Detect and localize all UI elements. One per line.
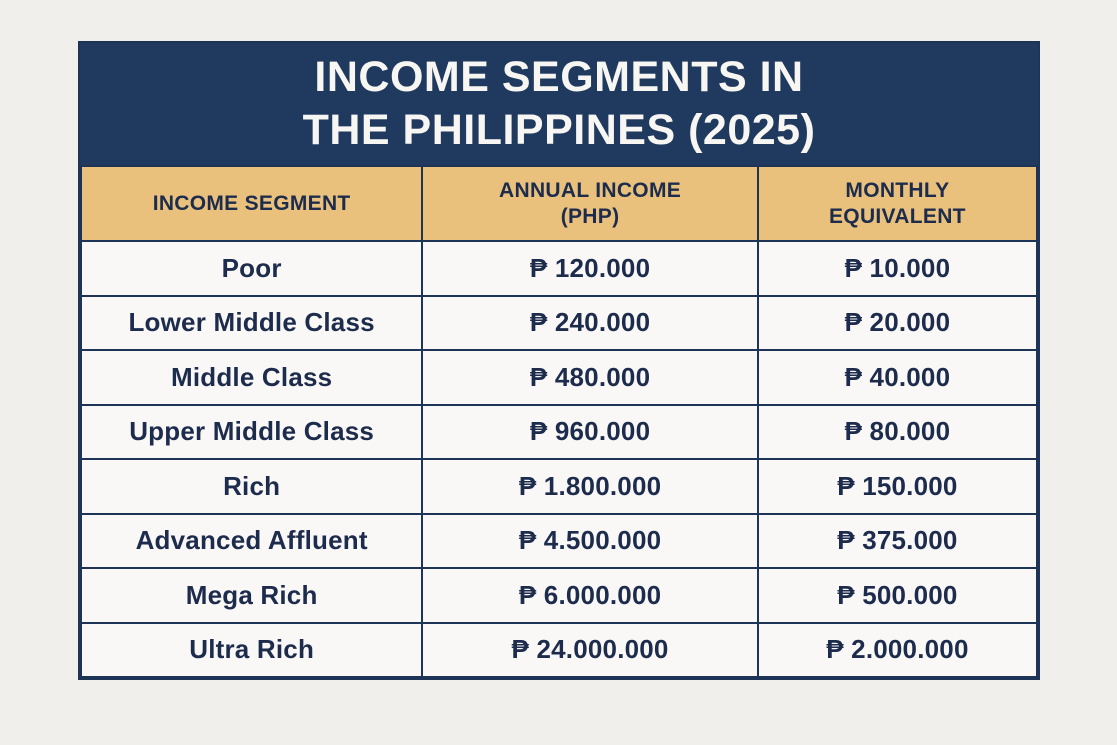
monthly-equivalent-cell: ₱ 500.000 — [756, 567, 1039, 624]
title-line-1: INCOME SEGMENTS IN — [314, 53, 804, 101]
segment-cell: Mega Rich — [79, 567, 424, 624]
segment-cell: Poor — [79, 240, 424, 297]
monthly-equivalent-cell: ₱ 20.000 — [756, 294, 1039, 351]
header-income-segment: INCOME SEGMENT — [79, 165, 424, 242]
monthly-equivalent-cell: ₱ 150.000 — [756, 458, 1039, 515]
infographic-card: INCOME SEGMENTS IN THE PHILIPPINES (2025… — [78, 41, 1040, 680]
table-row-poor: Poor ₱ 120.000 ₱ 10.000 — [79, 240, 1039, 297]
segment-cell: Upper Middle Class — [79, 403, 424, 460]
annual-income-cell: ₱ 6.000.000 — [421, 567, 759, 624]
table-header: INCOME SEGMENT ANNUAL INCOME (PHP) MONTH… — [79, 165, 1039, 242]
header-annual-income-label: ANNUAL INCOME (PHP) — [499, 178, 682, 228]
segment-cell: Lower Middle Class — [79, 294, 424, 351]
header-row: INCOME SEGMENT ANNUAL INCOME (PHP) MONTH… — [79, 165, 1039, 242]
annual-income-cell: ₱ 4.500.000 — [421, 512, 759, 569]
header-monthly-equivalent: MONTHLY EQUIVALENT — [756, 165, 1039, 242]
annual-income-cell: ₱ 240.000 — [421, 294, 759, 351]
header-income-segment-label: INCOME SEGMENT — [152, 191, 351, 215]
table-row-upper-middle-class: Upper Middle Class ₱ 960.000 ₱ 80.000 — [79, 403, 1039, 460]
segment-cell: Ultra Rich — [79, 621, 424, 678]
title-banner: INCOME SEGMENTS IN THE PHILIPPINES (2025… — [80, 43, 1038, 165]
monthly-equivalent-cell: ₱ 40.000 — [756, 349, 1039, 406]
monthly-equivalent-cell: ₱ 2.000.000 — [756, 621, 1039, 678]
annual-income-cell: ₱ 1.800.000 — [421, 458, 759, 515]
header-annual-income: ANNUAL INCOME (PHP) — [421, 165, 759, 242]
table-row-ultra-rich: Ultra Rich ₱ 24.000.000 ₱ 2.000.000 — [79, 621, 1039, 678]
annual-income-cell: ₱ 960.000 — [421, 403, 759, 460]
table-body: Poor ₱ 120.000 ₱ 10.000 Lower Middle Cla… — [79, 240, 1039, 678]
annual-income-cell: ₱ 24.000.000 — [421, 621, 759, 678]
segment-cell: Middle Class — [79, 349, 424, 406]
monthly-equivalent-cell: ₱ 10.000 — [756, 240, 1039, 297]
table-row-middle-class: Middle Class ₱ 480.000 ₱ 40.000 — [79, 349, 1039, 406]
header-monthly-equivalent-label: MONTHLY EQUIVALENT — [829, 178, 966, 228]
monthly-equivalent-cell: ₱ 80.000 — [756, 403, 1039, 460]
monthly-equivalent-cell: ₱ 375.000 — [756, 512, 1039, 569]
annual-income-cell: ₱ 480.000 — [421, 349, 759, 406]
table-row-lower-middle-class: Lower Middle Class ₱ 240.000 ₱ 20.000 — [79, 294, 1039, 351]
table-row-advanced-affluent: Advanced Affluent ₱ 4.500.000 ₱ 375.000 — [79, 512, 1039, 569]
table-row-mega-rich: Mega Rich ₱ 6.000.000 ₱ 500.000 — [79, 567, 1039, 624]
annual-income-cell: ₱ 120.000 — [421, 240, 759, 297]
segment-cell: Advanced Affluent — [79, 512, 424, 569]
income-segments-table: INCOME SEGMENT ANNUAL INCOME (PHP) MONTH… — [79, 165, 1039, 678]
table-row-rich: Rich ₱ 1.800.000 ₱ 150.000 — [79, 458, 1039, 515]
segment-cell: Rich — [79, 458, 424, 515]
title-line-2: THE PHILIPPINES (2025) — [302, 106, 816, 154]
